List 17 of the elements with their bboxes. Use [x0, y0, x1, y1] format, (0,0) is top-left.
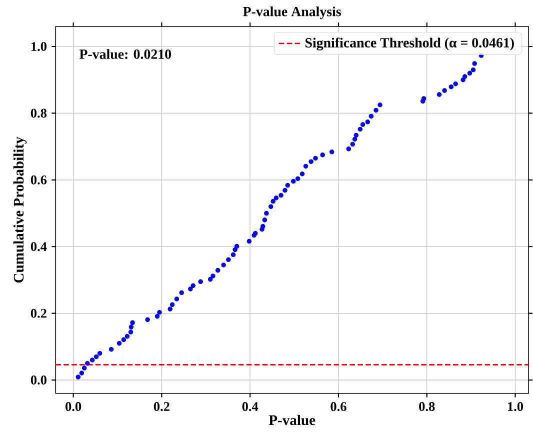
y-tick-label: 0.4	[30, 242, 47, 252]
x-tick-label: 0.4	[242, 402, 258, 411]
x-tick-label: 0.6	[330, 402, 346, 411]
y-tick-label: 0.0	[30, 375, 46, 384]
x-tick-label: 1.0	[508, 402, 524, 411]
y-tick-label: 0.2	[30, 308, 46, 318]
x-tick-label: 0.0	[66, 402, 82, 411]
y-tick-label: 0.8	[30, 108, 47, 118]
annotation: P-value: 0.0210	[79, 49, 172, 59]
y-axis-title: Cumulative Probability	[13, 136, 27, 282]
x-tick-label: 0.2	[154, 402, 170, 411]
y-tick-label: 1.0	[31, 42, 46, 51]
chart-title: P-value Analysis	[243, 6, 341, 20]
x-tick-label: 0.8	[419, 402, 435, 411]
x-axis-title: P-value	[268, 414, 316, 426]
legend-label: Significance Threshold (α = 0.0461)	[306, 38, 514, 50]
y-tick-label: 0.6	[30, 175, 47, 184]
